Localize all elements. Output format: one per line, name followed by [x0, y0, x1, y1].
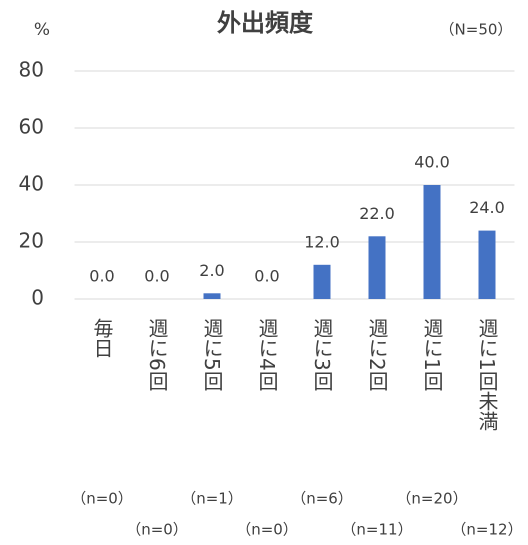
y-tick-label: 20	[19, 229, 44, 253]
y-tick-label: 80	[19, 58, 44, 82]
y-tick-label: 0	[31, 286, 44, 310]
bar	[368, 236, 386, 299]
y-unit: %	[34, 20, 50, 40]
x-tick-label: 週に5回	[200, 318, 224, 391]
y-tick-label: 40	[19, 172, 44, 196]
note: （N=50）	[440, 21, 513, 39]
value-label: 2.0	[199, 261, 224, 280]
chart-title: 外出頻度	[217, 9, 314, 37]
bar	[423, 185, 441, 299]
sample-size: （n=20）	[396, 490, 467, 508]
sample-size: （n=0）	[71, 490, 133, 508]
value-label: 40.0	[414, 153, 450, 172]
value-label: 0.0	[89, 267, 114, 286]
sample-size: （n=12）	[451, 521, 522, 539]
value-label: 22.0	[359, 204, 395, 223]
bar	[203, 293, 221, 299]
x-tick-label: 毎日	[90, 318, 114, 358]
x-tick-label: 週に4回	[255, 318, 279, 391]
value-label: 0.0	[254, 267, 279, 286]
sample-size: （n=0）	[126, 521, 188, 539]
y-tick-label: 60	[19, 115, 44, 139]
x-tick-label: 週に2回	[365, 318, 389, 391]
x-tick-label: 週に6回	[145, 318, 169, 391]
x-tick-label: 週に1回	[420, 318, 444, 391]
value-label: 0.0	[144, 267, 169, 286]
value-label: 24.0	[469, 198, 505, 217]
sample-size: （n=1）	[181, 490, 243, 508]
sample-size: （n=6）	[291, 490, 353, 508]
sample-size: （n=11）	[341, 521, 412, 539]
bar	[478, 230, 496, 299]
value-label: 12.0	[304, 232, 340, 251]
x-tick-label: 週に1回未満	[475, 318, 499, 431]
sample-size: （n=0）	[236, 521, 298, 539]
x-tick-label: 週に3回	[310, 318, 334, 391]
bar	[313, 264, 331, 299]
